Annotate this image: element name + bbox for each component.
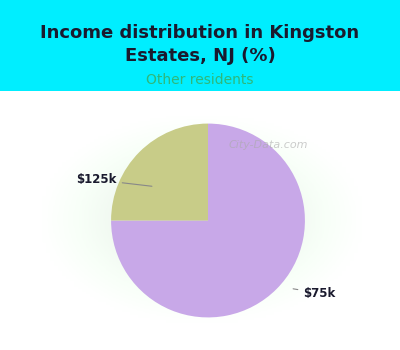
Wedge shape: [111, 124, 305, 317]
Text: Income distribution in Kingston
Estates, NJ (%): Income distribution in Kingston Estates,…: [40, 25, 360, 65]
Text: $125k: $125k: [76, 173, 152, 186]
Text: $75k: $75k: [293, 287, 336, 300]
Text: Other residents: Other residents: [146, 74, 254, 88]
Text: City-Data.com: City-Data.com: [228, 140, 308, 150]
Wedge shape: [111, 124, 208, 220]
